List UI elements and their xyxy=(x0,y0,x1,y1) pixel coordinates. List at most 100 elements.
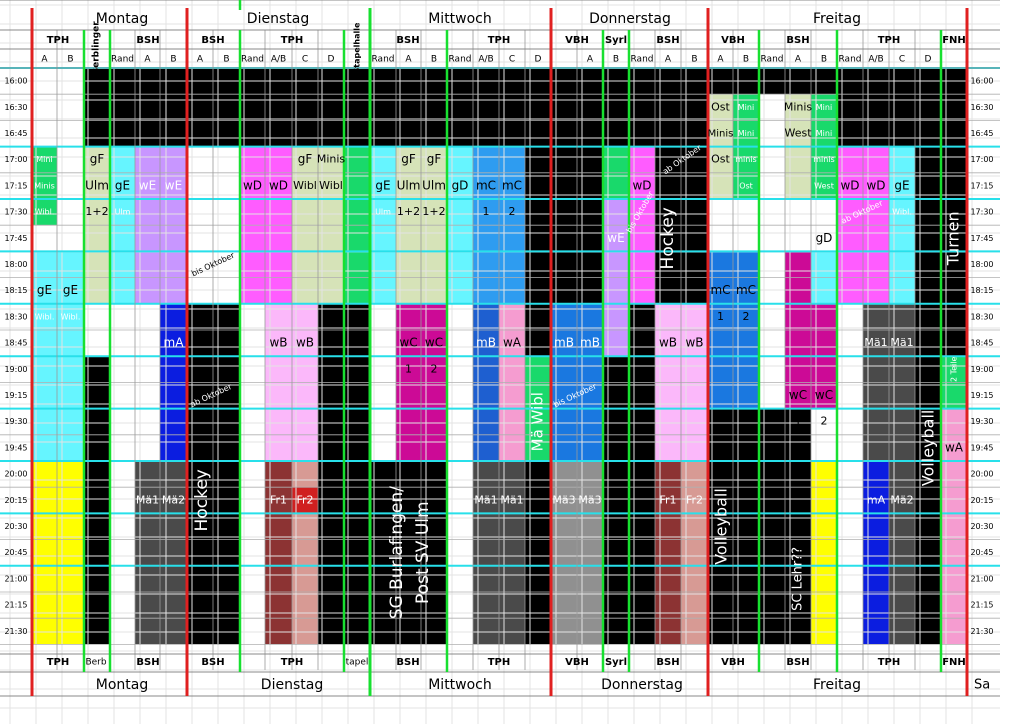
hall-footer-bsh: BSH xyxy=(201,657,224,668)
time-right: 19:45 xyxy=(970,443,993,452)
time-right: 18:30 xyxy=(970,312,993,321)
slot-block-47 xyxy=(629,68,708,147)
slot-label: Mä3 xyxy=(552,493,575,506)
sub-col-c: C xyxy=(509,55,515,65)
slot-label: mA xyxy=(164,336,185,350)
sub-col-b: B xyxy=(170,55,176,65)
slot-label: minis xyxy=(735,155,756,164)
sub-col-d: D xyxy=(925,55,932,65)
note-sg-line2: Post SV Ulm xyxy=(413,501,433,604)
hall-vbh: VBH xyxy=(565,35,589,46)
sub-col-b: B xyxy=(67,55,73,65)
time-left: 20:15 xyxy=(4,496,27,505)
hall-fnh: FNH xyxy=(942,35,966,46)
day-friday: Freitag xyxy=(813,11,861,27)
slot-block-3 xyxy=(32,461,84,645)
slot-label: 1+2 xyxy=(85,205,108,218)
hall-footer-vbh: VBH xyxy=(565,657,589,668)
sub-col-rand: Rand xyxy=(449,55,472,65)
time-left: 18:15 xyxy=(4,286,27,295)
slot-label: 2 xyxy=(431,362,438,375)
slot-label: gF xyxy=(90,152,105,166)
slot-label: wA xyxy=(945,440,964,454)
sub-col-rand: Rand xyxy=(111,55,134,65)
slot-label: Ost xyxy=(711,153,730,166)
hall-bsh: BSH xyxy=(656,35,679,46)
grid-lines xyxy=(0,0,1000,724)
slot-label: Minis xyxy=(784,100,813,113)
hall-bsh: BSH xyxy=(201,35,224,46)
slot-label: Wibl xyxy=(293,179,317,192)
slot-label: wD xyxy=(269,178,288,192)
time-right: 18:45 xyxy=(970,339,993,348)
slot-label: 2 xyxy=(743,310,750,323)
slot-label: gF xyxy=(298,152,313,166)
slot-label: Ulm xyxy=(85,178,109,192)
hall-berblinger: Berblinger xyxy=(92,21,102,75)
slot-label: Wibl xyxy=(319,179,343,192)
day-thursday-footer: Donnerstag xyxy=(601,677,683,693)
sub-col-d: D xyxy=(328,55,335,65)
time-left: 17:30 xyxy=(4,208,27,217)
hall-footer-vbh: VBH xyxy=(721,657,745,668)
slot-label: 1 xyxy=(795,415,802,428)
slot-block-72 xyxy=(915,146,941,645)
slot-label: mA xyxy=(867,493,886,506)
note-sg-line1: SG Burlafingen/ xyxy=(387,486,407,619)
hall-footer-tph: TPH xyxy=(47,657,70,668)
time-left: 18:00 xyxy=(4,260,27,269)
hall-footer-fnh: FNH xyxy=(942,657,966,668)
hall-footer-bsh: BSH xyxy=(396,657,419,668)
time-left: 19:45 xyxy=(4,443,27,452)
sub-col-b: B xyxy=(431,55,437,65)
slot-label: wB xyxy=(659,336,677,350)
slot-label: wC xyxy=(399,336,417,350)
slot-labels: Montag Dienstag Mittwoch Donnerstag Freitag M… xyxy=(4,11,993,693)
slot-label: wB xyxy=(296,336,314,350)
hall-syrlin: Syrl xyxy=(605,35,627,46)
slot-label: West xyxy=(814,181,834,190)
slot-label: Ost xyxy=(711,100,730,113)
note-volleyball: Volleyball xyxy=(919,410,938,487)
slot-block-65 xyxy=(811,461,837,645)
slot-label: wB xyxy=(269,336,287,350)
hall-footer-tph: TPH xyxy=(281,657,304,668)
slot-block-73 xyxy=(863,461,889,645)
hall-footer-syrlin: Syrl xyxy=(605,657,627,668)
slot-label: Mä2 xyxy=(162,493,185,506)
slot-label: Minis xyxy=(34,181,55,190)
slot-label: mC xyxy=(502,178,522,192)
time-left: 19:15 xyxy=(4,391,27,400)
slot-label: 1 xyxy=(405,362,412,375)
slot-label: Mini xyxy=(738,129,754,138)
slot-block-43 xyxy=(603,68,629,147)
slot-block-53 xyxy=(681,461,708,645)
slot-block-13 xyxy=(187,68,240,147)
time-right: 17:30 xyxy=(970,208,993,217)
time-left: 19:30 xyxy=(4,417,27,426)
slot-block-14 xyxy=(187,303,240,645)
time-right: 20:30 xyxy=(970,522,993,531)
time-right: 16:45 xyxy=(970,129,993,138)
time-left: 18:45 xyxy=(4,339,27,348)
time-left: 16:45 xyxy=(4,129,27,138)
slot-label: wE xyxy=(139,178,156,192)
sub-col-rand: Rand xyxy=(761,55,784,65)
slot-label: Fr1 xyxy=(659,493,676,506)
hall-footer-bsh: BSH xyxy=(136,657,159,668)
slot-block-27 xyxy=(370,68,447,147)
day-friday-footer: Freitag xyxy=(813,677,861,693)
slot-label: 2 xyxy=(821,415,828,428)
slot-label: Wibl. xyxy=(61,312,81,321)
slot-label: gD xyxy=(816,231,833,245)
note-hockey: Hockey xyxy=(658,207,678,269)
time-left: 16:00 xyxy=(4,77,27,86)
slot-block-7 xyxy=(110,68,187,147)
slot-label: Ulm xyxy=(422,178,446,192)
slot-label: minis xyxy=(813,155,834,164)
sub-col-a: A xyxy=(197,55,204,65)
time-right: 17:15 xyxy=(970,181,993,190)
slot-label: wE xyxy=(607,231,624,245)
time-right: 17:00 xyxy=(970,155,993,164)
hall-tph: TPH xyxy=(488,35,511,46)
